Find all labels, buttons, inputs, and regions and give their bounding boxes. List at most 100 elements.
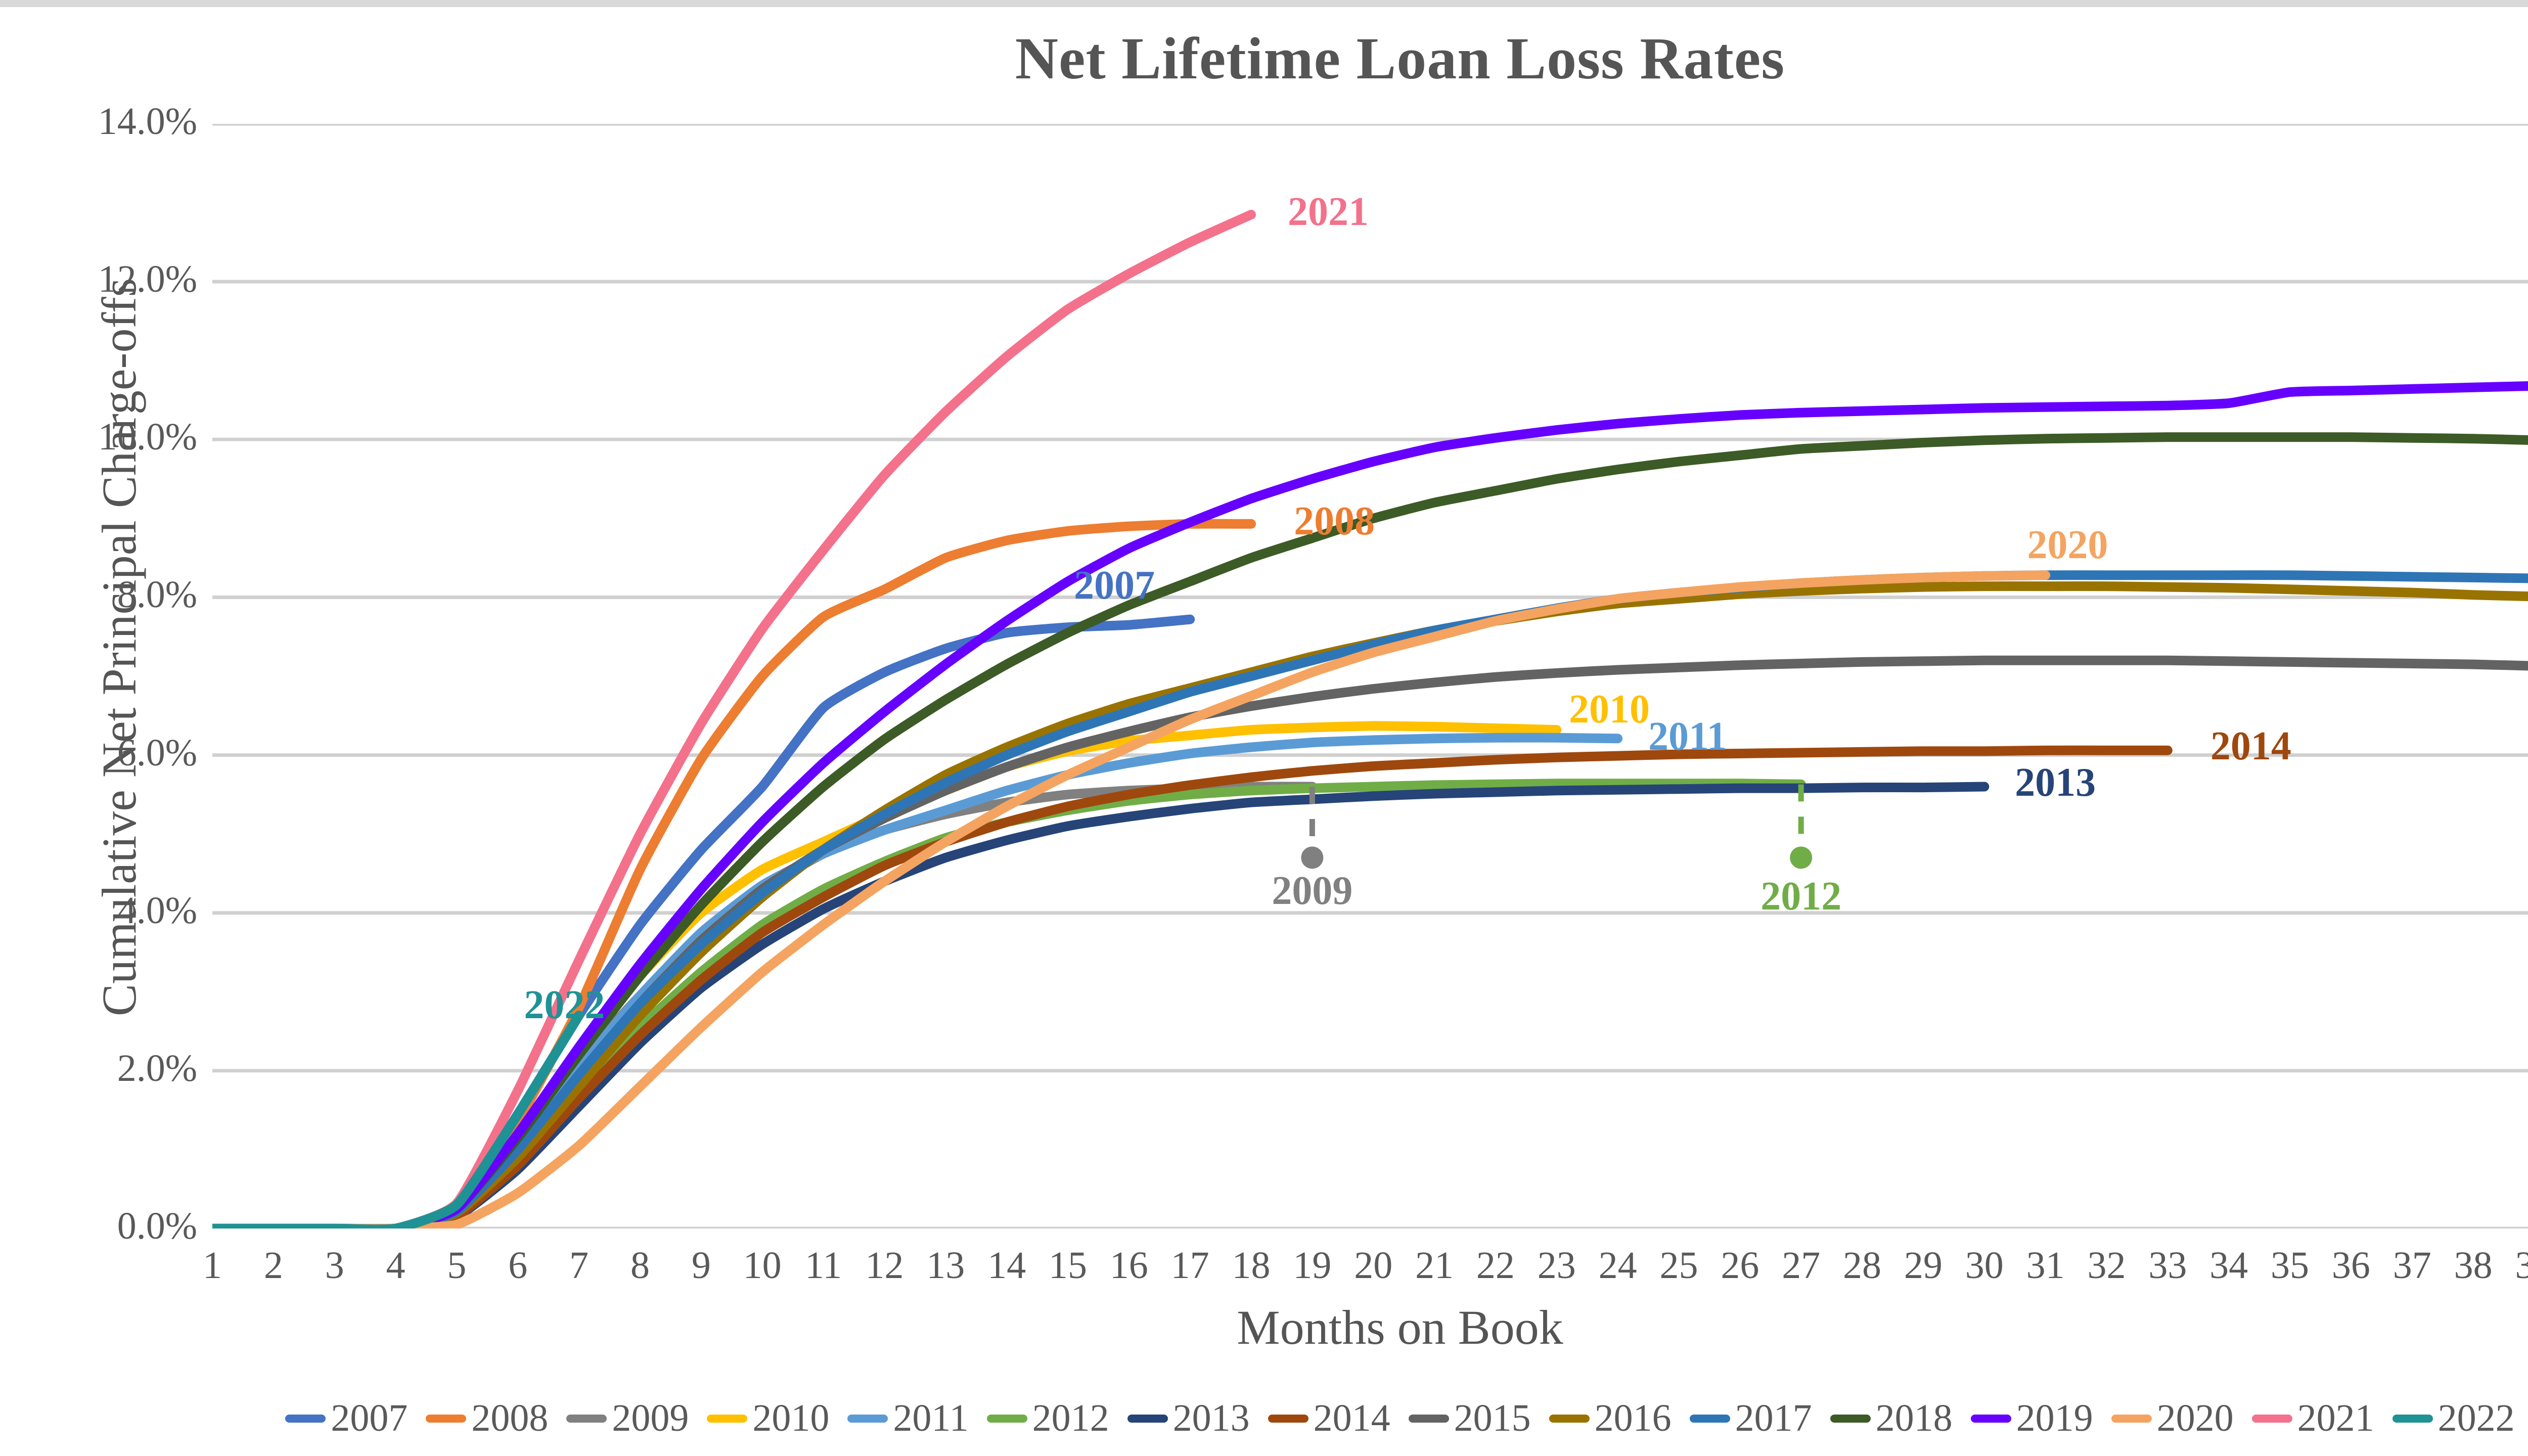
series-line-2011 (212, 733, 1623, 1228)
y-axis-tick-label: 14.0% (98, 100, 197, 143)
series-label-2013: 2013 (2015, 760, 2096, 805)
x-axis-tick-label: 19 (1293, 1244, 1332, 1287)
legend-item-2020[interactable]: 2020 (2111, 1396, 2234, 1440)
legend-label: 2022 (2437, 1397, 2515, 1439)
series-label-2014: 2014 (2210, 724, 2291, 769)
y-axis-tick-label: 4.0% (117, 889, 197, 932)
x-axis-tick-label: 23 (1537, 1244, 1576, 1287)
chart-legend: 2007 2008 2009 2010 2011 2012 2013 2014 2015 2016… (0, 1396, 2528, 1440)
series-line-2015 (212, 655, 2528, 1228)
x-axis-tick-label: 35 (2271, 1244, 2310, 1287)
legend-label: 2016 (1594, 1397, 1672, 1439)
legend-item-2007[interactable]: 2007 (285, 1396, 408, 1440)
series-label-2011: 2011 (1648, 714, 1727, 759)
series-label-2022: 2022 (524, 983, 605, 1027)
series-line-2012 (212, 779, 1806, 1228)
legend-swatch-icon (707, 1414, 748, 1423)
legend-swatch-icon (2251, 1414, 2292, 1423)
annotation-leader-dot (1301, 846, 1324, 869)
y-axis-tick-label: 12.0% (98, 258, 197, 301)
series-label-2008: 2008 (1294, 499, 1375, 544)
legend-swatch-icon (2392, 1414, 2433, 1423)
x-axis-tick-label: 37 (2392, 1244, 2431, 1287)
x-axis-tick-label: 3 (325, 1244, 344, 1287)
legend-item-2017[interactable]: 2017 (1689, 1396, 1812, 1440)
x-axis-tick-label: 36 (2331, 1244, 2370, 1287)
x-axis-tick-label: 11 (804, 1244, 842, 1287)
series-line-2019 (212, 381, 2528, 1228)
x-axis-tick-label: 32 (2087, 1244, 2126, 1287)
x-axis-tick-label: 18 (1232, 1244, 1271, 1287)
legend-swatch-icon (285, 1414, 326, 1423)
x-axis-tick-label: 30 (1965, 1244, 2004, 1287)
x-axis-tick-label: 29 (1904, 1244, 1943, 1287)
x-axis-tick-label: 9 (691, 1244, 711, 1287)
x-axis-tick-label: 5 (447, 1244, 467, 1287)
x-axis-tick-label: 27 (1782, 1244, 1821, 1287)
x-axis-tick-label: 39 (2515, 1244, 2528, 1287)
series-lines (212, 210, 2528, 1228)
x-axis-title: Months on Book (1237, 1300, 1563, 1354)
legend-swatch-icon (986, 1414, 1027, 1423)
legend-item-2014[interactable]: 2014 (1268, 1396, 1390, 1440)
legend-item-2015[interactable]: 2015 (1408, 1396, 1531, 1440)
legend-label: 2021 (2297, 1397, 2374, 1439)
x-axis-tick-label: 17 (1170, 1244, 1209, 1287)
legend-label: 2011 (893, 1397, 969, 1439)
series-line-2014 (212, 745, 2173, 1228)
legend-item-2010[interactable]: 2010 (707, 1396, 829, 1440)
legend-item-2019[interactable]: 2019 (1970, 1396, 2093, 1440)
legend-item-2021[interactable]: 2021 (2251, 1396, 2374, 1440)
legend-label: 2020 (2156, 1397, 2234, 1439)
legend-label: 2014 (1313, 1397, 1390, 1439)
y-axis-tick-label: 2.0% (117, 1046, 197, 1089)
x-axis-tick-label: 20 (1354, 1244, 1393, 1287)
x-axis-tick-label: 10 (743, 1244, 782, 1287)
legend-swatch-icon (1127, 1414, 1168, 1423)
line-chart-svg (212, 124, 2528, 1228)
legend-label: 2008 (471, 1397, 549, 1439)
x-axis-tick-label: 34 (2209, 1244, 2248, 1287)
x-axis-tick-label: 28 (1843, 1244, 1882, 1287)
annotation-leader-dot (1790, 846, 1813, 869)
legend-item-2013[interactable]: 2013 (1127, 1396, 1250, 1440)
legend-swatch-icon (1549, 1414, 1590, 1423)
x-axis-tick-label: 2 (263, 1244, 283, 1287)
series-label-2021: 2021 (1288, 190, 1369, 235)
x-axis-tick-label: 7 (569, 1244, 589, 1287)
x-axis-tick-label: 31 (2026, 1244, 2065, 1287)
y-axis-tick-label: 6.0% (117, 731, 197, 774)
plot-area (212, 124, 2528, 1228)
x-axis-tick-label: 13 (926, 1244, 965, 1287)
legend-item-2011[interactable]: 2011 (847, 1396, 969, 1440)
legend-swatch-icon (1830, 1414, 1871, 1423)
x-axis-tick-label: 14 (987, 1244, 1026, 1287)
annotation-leaders (1301, 784, 1813, 869)
legend-label: 2013 (1172, 1397, 1250, 1439)
series-line-2017 (212, 570, 2528, 1228)
legend-label: 2019 (2016, 1397, 2093, 1439)
series-line-2009 (212, 782, 1317, 1228)
x-axis-tick-label: 24 (1598, 1244, 1637, 1287)
series-line-2018 (212, 432, 2528, 1228)
x-axis-tick-label: 8 (630, 1244, 650, 1287)
legend-item-2012[interactable]: 2012 (986, 1396, 1109, 1440)
legend-label: 2017 (1735, 1397, 1812, 1439)
legend-item-2008[interactable]: 2008 (426, 1396, 548, 1440)
series-label-2012: 2012 (1760, 874, 1842, 919)
chart-title: Net Lifetime Loan Loss Rates (1015, 25, 1785, 92)
legend-swatch-icon (566, 1414, 607, 1423)
legend-item-2016[interactable]: 2016 (1549, 1396, 1672, 1440)
legend-item-2018[interactable]: 2018 (1830, 1396, 1953, 1440)
legend-label: 2009 (612, 1397, 689, 1439)
legend-label: 2012 (1032, 1397, 1109, 1439)
legend-label: 2015 (1454, 1397, 1531, 1439)
x-axis-tick-label: 26 (1721, 1244, 1759, 1287)
legend-item-2009[interactable]: 2009 (566, 1396, 689, 1440)
x-axis-tick-label: 22 (1476, 1244, 1515, 1287)
legend-label: 2018 (1875, 1397, 1953, 1439)
legend-item-2022[interactable]: 2022 (2392, 1396, 2515, 1440)
x-axis-tick-label: 38 (2454, 1244, 2493, 1287)
legend-swatch-icon (847, 1414, 888, 1423)
window-topbar (0, 0, 2528, 7)
